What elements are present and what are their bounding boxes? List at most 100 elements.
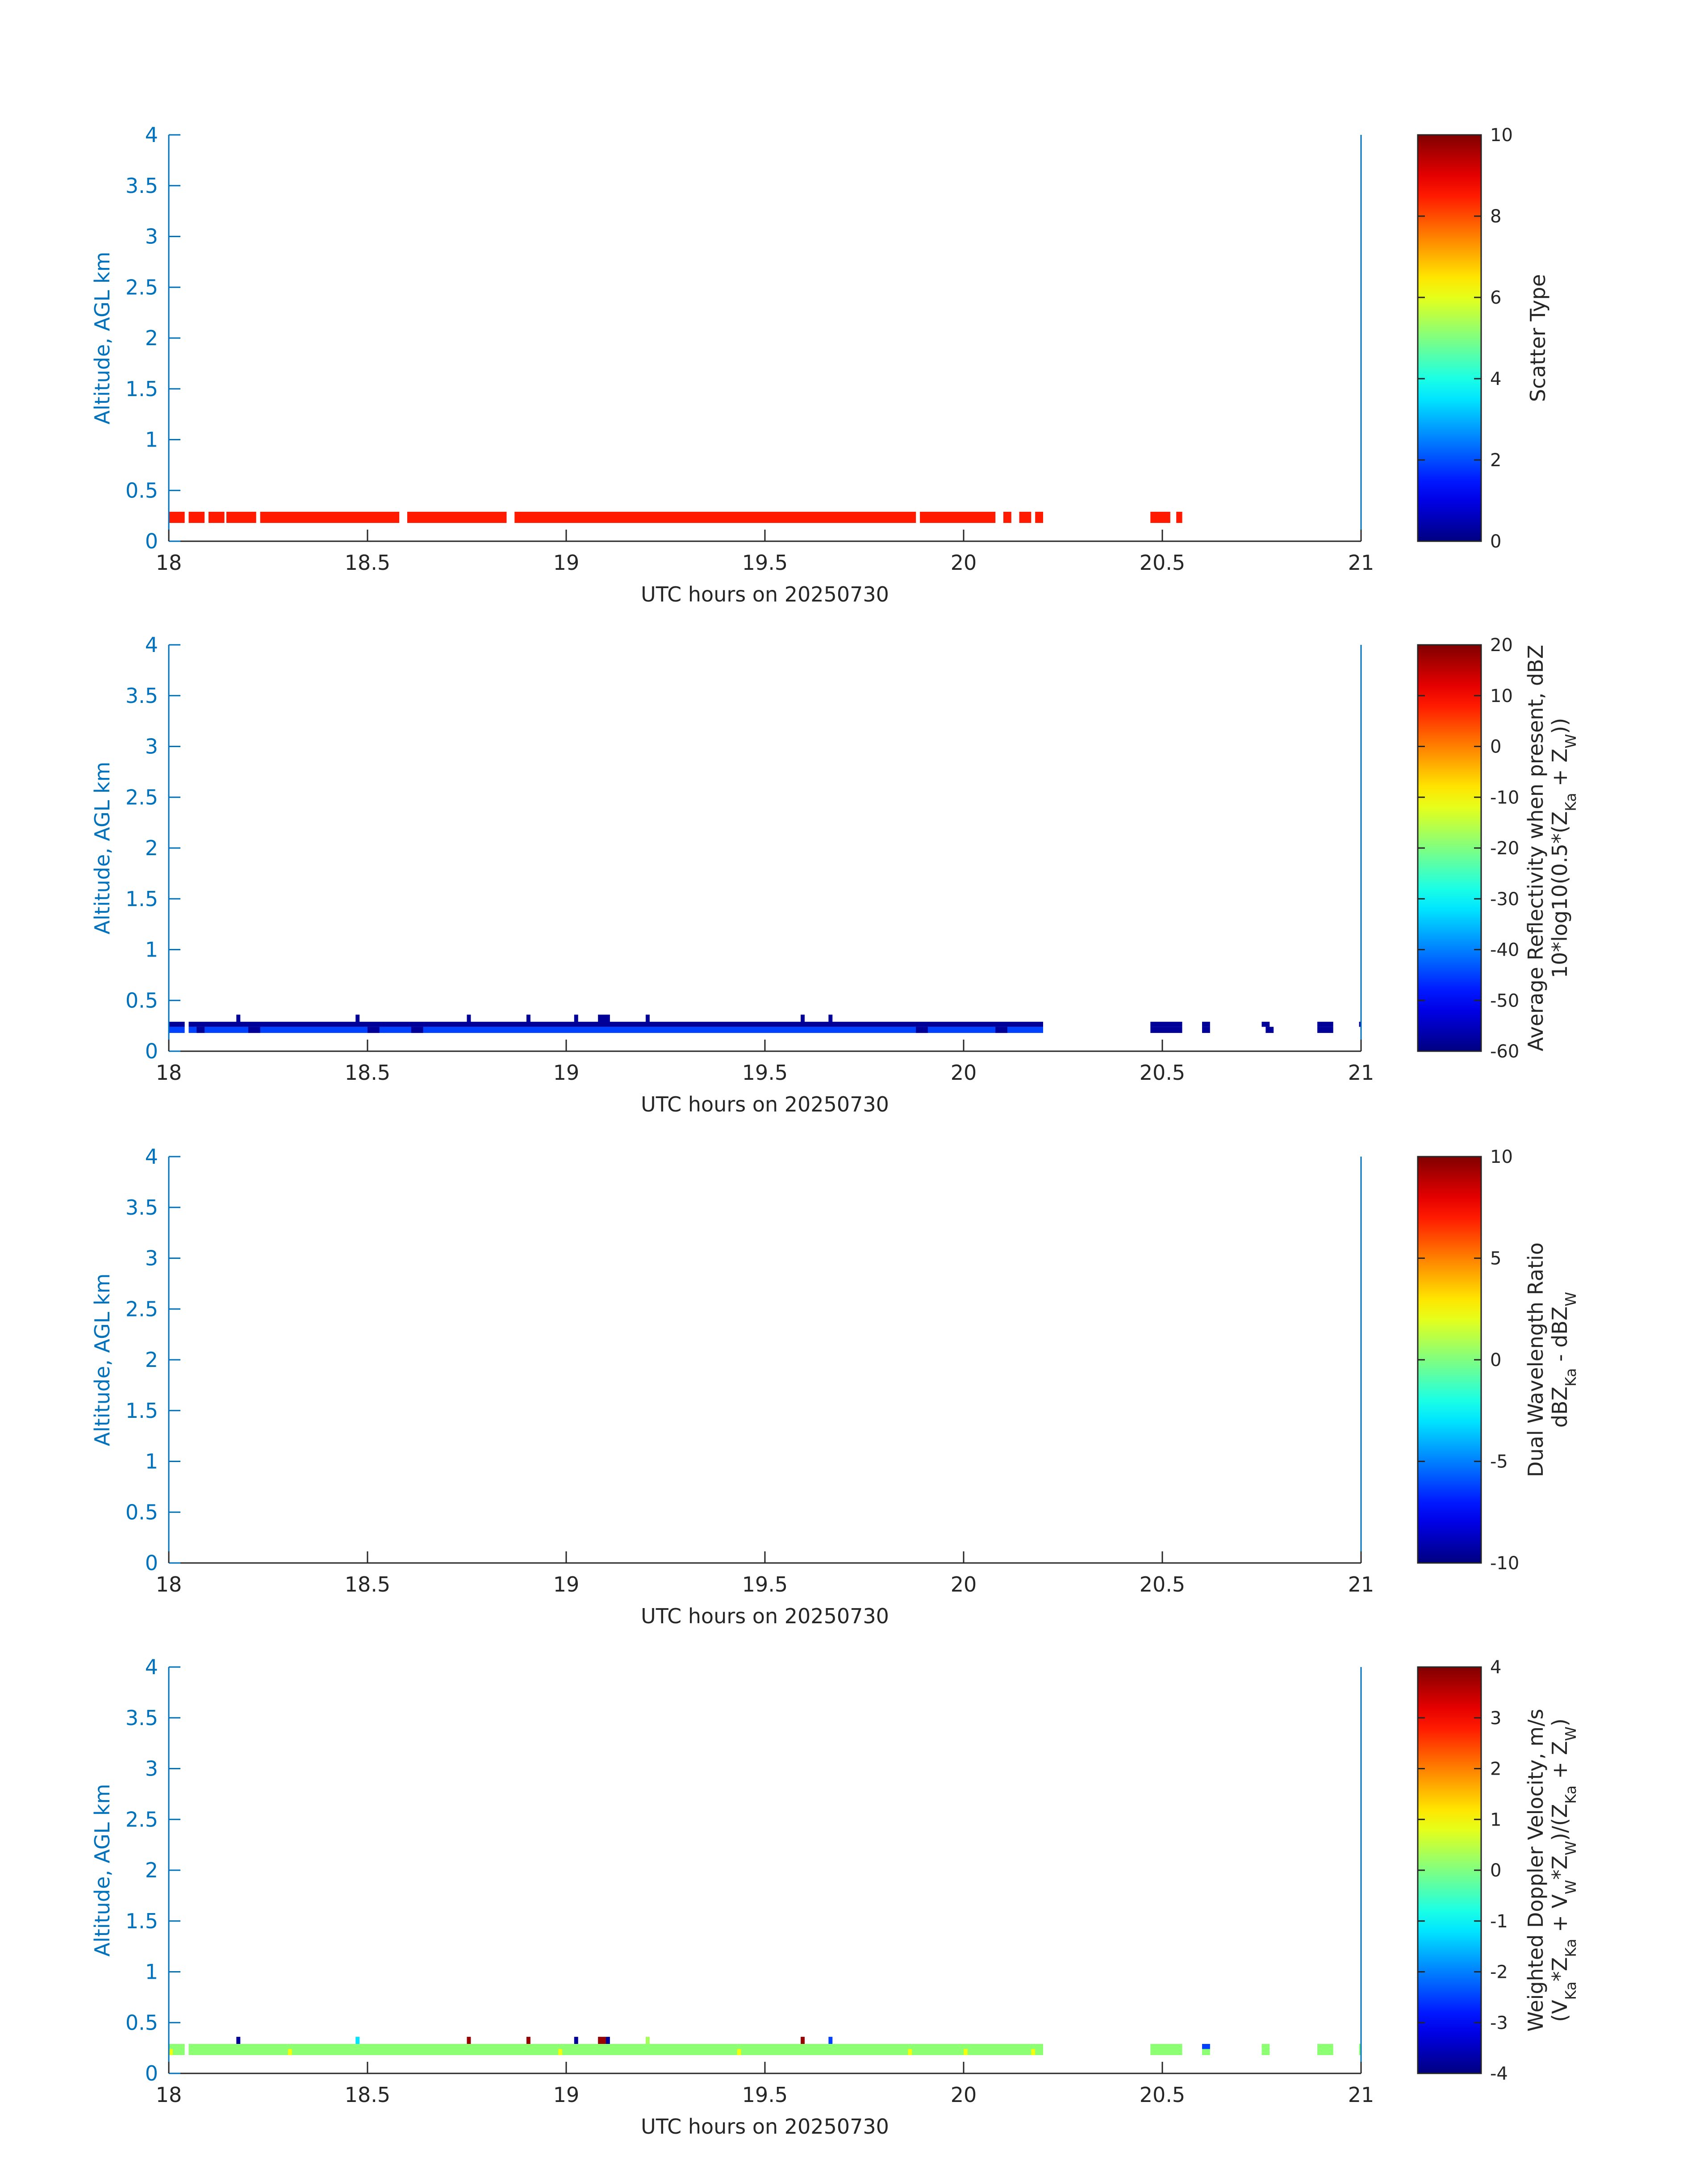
colorbar-tick-label: 0 (1490, 531, 1501, 552)
data-cell (1150, 512, 1170, 523)
x-tick-label: 18.5 (345, 551, 390, 575)
data-cell (801, 2037, 805, 2044)
colorbar (1417, 644, 1482, 1052)
x-tick-label: 20 (951, 551, 977, 575)
x-tick-label: 20 (951, 2083, 977, 2107)
x-tick-label: 19.5 (742, 1572, 788, 1596)
data-cell (514, 512, 916, 523)
colorbar-label: (VKa*ZKa + VW*ZW)/(ZKa + ZW) (1548, 1718, 1579, 2022)
y-tick-label: 3.5 (125, 684, 158, 708)
data-cell (1359, 1022, 1361, 1027)
data-cell (188, 512, 205, 523)
colorbar-tick-label: 2 (1490, 1759, 1501, 1780)
data-layer (169, 1015, 1361, 1033)
y-tick-label: 4 (145, 633, 158, 657)
colorbar-tick-label: 0 (1490, 1350, 1501, 1371)
data-cell (1261, 2044, 1270, 2055)
data-cell (236, 1015, 241, 1022)
colorbar-label: 10*log10(0.5*(ZKa + ZW)) (1548, 718, 1579, 978)
data-cell (1359, 2044, 1361, 2055)
data-cell (1019, 512, 1031, 523)
colorbar-tick-label: -1 (1490, 1911, 1508, 1932)
data-cell (920, 512, 996, 523)
y-tick-label: 0.5 (125, 988, 158, 1012)
data-cell (169, 2049, 173, 2056)
data-cell (1202, 1027, 1210, 1033)
data-cell (606, 2037, 610, 2044)
y-tick-label: 2 (145, 326, 158, 350)
y-tick-label: 3.5 (125, 174, 158, 198)
data-cell (646, 2037, 650, 2044)
data-cell (367, 1027, 380, 1033)
data-cell (1317, 1022, 1333, 1027)
data-cell (169, 512, 185, 523)
colorbar-tick-label: 3 (1490, 1708, 1501, 1729)
y-tick-label: 3 (145, 225, 158, 249)
y-tick-label: 0.5 (125, 478, 158, 502)
x-tick-label: 21 (1348, 1572, 1374, 1596)
data-cell (646, 1015, 650, 1022)
x-tick-label: 20.5 (1140, 551, 1185, 575)
colorbar-tick-label: 4 (1490, 1657, 1501, 1678)
data-cell (995, 1027, 1007, 1033)
colorbar-tick-label: 6 (1490, 288, 1501, 308)
x-tick-label: 18 (156, 1061, 182, 1085)
data-cell (1261, 1022, 1270, 1027)
y-tick-label: 1 (145, 1960, 158, 1984)
data-cell (467, 2037, 471, 2044)
colorbar (1417, 134, 1482, 542)
colorbar-tick-label: -5 (1490, 1452, 1508, 1472)
x-axis-label: UTC hours on 20250730 (641, 582, 889, 606)
panel-2: 0 0.5 1 1.5 2 2.5 3 3.5 4 18 18.5 19 19.5 20 20.5 21 UTC… (90, 633, 1579, 1116)
data-cell (288, 2049, 292, 2056)
data-cell (526, 2037, 530, 2044)
x-tick-label: 20.5 (1140, 1061, 1185, 1085)
data-cell (407, 512, 507, 523)
colorbar-tick-label: 10 (1490, 686, 1513, 706)
x-tick-label: 18 (156, 1572, 182, 1596)
y-tick-label: 2.5 (125, 1807, 158, 1831)
y-tick-label: 1 (145, 428, 158, 452)
data-cell (1003, 512, 1011, 523)
data-cell (598, 1015, 610, 1022)
data-cell (574, 1015, 578, 1022)
data-layer (169, 2037, 1361, 2056)
data-cell (737, 2049, 741, 2056)
y-tick-label: 2 (145, 1858, 158, 1882)
data-cell (1031, 2049, 1036, 2056)
x-tick-label: 18.5 (345, 2083, 390, 2107)
data-cell (916, 1027, 928, 1033)
colorbar-tick-label: -2 (1490, 1962, 1508, 1983)
y-tick-label: 1.5 (125, 887, 158, 911)
data-cell (1150, 1022, 1182, 1027)
data-cell (1150, 1027, 1182, 1033)
y-tick-label: 2.5 (125, 785, 158, 809)
colorbar-tick-label: 0 (1490, 737, 1501, 757)
y-tick-label: 3 (145, 1757, 158, 1781)
data-cell (355, 2037, 360, 2044)
data-cell (1317, 2044, 1333, 2055)
y-tick-label: 1.5 (125, 1399, 158, 1423)
data-cell (1202, 1022, 1210, 1027)
y-tick-label: 2 (145, 836, 158, 860)
y-tick-label: 0 (145, 529, 158, 553)
y-axis-label: Altitude, AGL km (90, 761, 114, 934)
colorbar-tick-label: -60 (1490, 1041, 1519, 1062)
colorbar (1417, 1666, 1482, 2074)
data-cell (196, 1027, 205, 1033)
x-tick-label: 20.5 (1140, 1572, 1185, 1596)
y-tick-label: 3.5 (125, 1195, 158, 1220)
colorbar-label: Scatter Type (1526, 274, 1550, 402)
x-tick-label: 19 (553, 551, 580, 575)
data-cell (260, 512, 400, 523)
colorbar-tick-label: 10 (1490, 125, 1513, 146)
y-tick-label: 2 (145, 1348, 158, 1372)
x-tick-label: 18 (156, 2083, 182, 2107)
x-tick-label: 18 (156, 551, 182, 575)
y-axis-label: Altitude, AGL km (90, 1273, 114, 1446)
colorbar-tick-label: -10 (1490, 787, 1519, 808)
x-tick-label: 19 (553, 1061, 580, 1085)
x-tick-label: 21 (1348, 551, 1374, 575)
y-tick-label: 0.5 (125, 1500, 158, 1524)
